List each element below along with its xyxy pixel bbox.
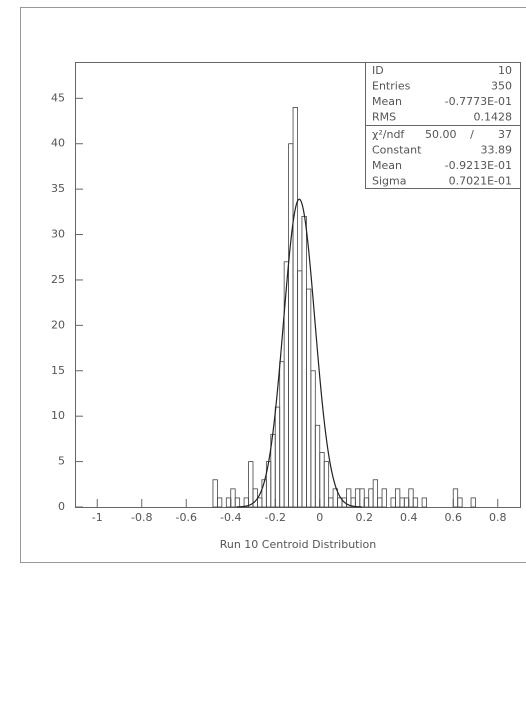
fit-label: Constant (372, 144, 422, 157)
stats-value: 10 (498, 64, 512, 77)
x-tick-label: -1 (92, 511, 103, 524)
bar (421, 497, 427, 508)
bar (328, 497, 334, 508)
bar (288, 143, 294, 508)
fit-label: Sigma (372, 175, 406, 188)
bar (408, 488, 414, 508)
outer-frame (20, 7, 526, 563)
bar (372, 479, 378, 508)
stats-label: RMS (372, 111, 396, 124)
y-tick-label: 15 (51, 364, 65, 377)
y-tick-label: 5 (58, 455, 65, 468)
x-tick-label: 0.6 (445, 511, 463, 524)
bar (359, 488, 365, 508)
bar (274, 406, 281, 508)
chi2-label: χ²/ndf (372, 128, 405, 141)
bar (310, 370, 316, 508)
x-tick-label: 0.4 (400, 511, 418, 524)
x-tick-label: 0 (316, 511, 323, 524)
stats-label: Entries (372, 80, 411, 93)
bar (354, 488, 361, 508)
bar (257, 497, 263, 508)
ndf-value: 37 (498, 128, 512, 141)
fit-label: Mean (372, 159, 402, 172)
stats-label: Mean (372, 95, 402, 108)
bar (368, 488, 374, 508)
bar (252, 488, 258, 508)
y-tick-label: 0 (58, 500, 65, 513)
bar (248, 461, 254, 508)
y-tick-label: 10 (51, 409, 65, 422)
chi2-value: 50.00 (425, 128, 457, 141)
y-tick-label: 30 (51, 228, 65, 241)
bar (457, 497, 463, 508)
y-tick-label: 35 (51, 182, 65, 195)
x-tick-label: 0.2 (356, 511, 374, 524)
bar (279, 361, 285, 508)
bar (390, 497, 396, 508)
bar (297, 270, 303, 508)
stats-label: ID (372, 64, 384, 77)
x-tick-label: 0.8 (489, 511, 507, 524)
bar (470, 497, 476, 508)
bar (301, 215, 307, 508)
bar (394, 488, 401, 508)
bar (319, 452, 325, 508)
bar (292, 107, 298, 508)
x-axis-title: Run 10 Centroid Distribution (220, 538, 377, 551)
y-tick-label: 40 (51, 137, 65, 150)
y-tick-label: 20 (51, 318, 65, 331)
stats-value: -0.7773E-01 (445, 95, 512, 108)
bar (283, 261, 289, 508)
bar (452, 488, 459, 508)
bar (399, 497, 405, 508)
bar (305, 288, 312, 508)
stats-value: 350 (491, 80, 512, 93)
bar (314, 424, 321, 508)
plot-frame (75, 62, 521, 508)
bar (212, 479, 218, 508)
bar (381, 488, 387, 508)
bar (234, 497, 241, 508)
bar (403, 497, 410, 508)
bar (323, 461, 330, 508)
bar (363, 497, 370, 508)
x-tick-label: -0.4 (220, 511, 241, 524)
y-tick-label: 45 (51, 91, 65, 104)
x-tick-label: -0.6 (176, 511, 197, 524)
x-tick-label: -0.8 (131, 511, 152, 524)
chi2-separator: / (470, 128, 474, 141)
fit-value: 0.7021E-01 (449, 175, 512, 188)
fit-curve (236, 198, 362, 508)
bar (412, 497, 419, 508)
stats-value: 0.1428 (474, 111, 513, 124)
x-tick-label: -0.2 (265, 511, 286, 524)
fit-value: 33.89 (481, 144, 513, 157)
fit-value: -0.9213E-01 (445, 159, 512, 172)
bar (225, 497, 232, 508)
bar (230, 488, 236, 508)
bar (216, 497, 223, 508)
y-tick-label: 25 (51, 273, 65, 286)
bar (377, 497, 383, 508)
